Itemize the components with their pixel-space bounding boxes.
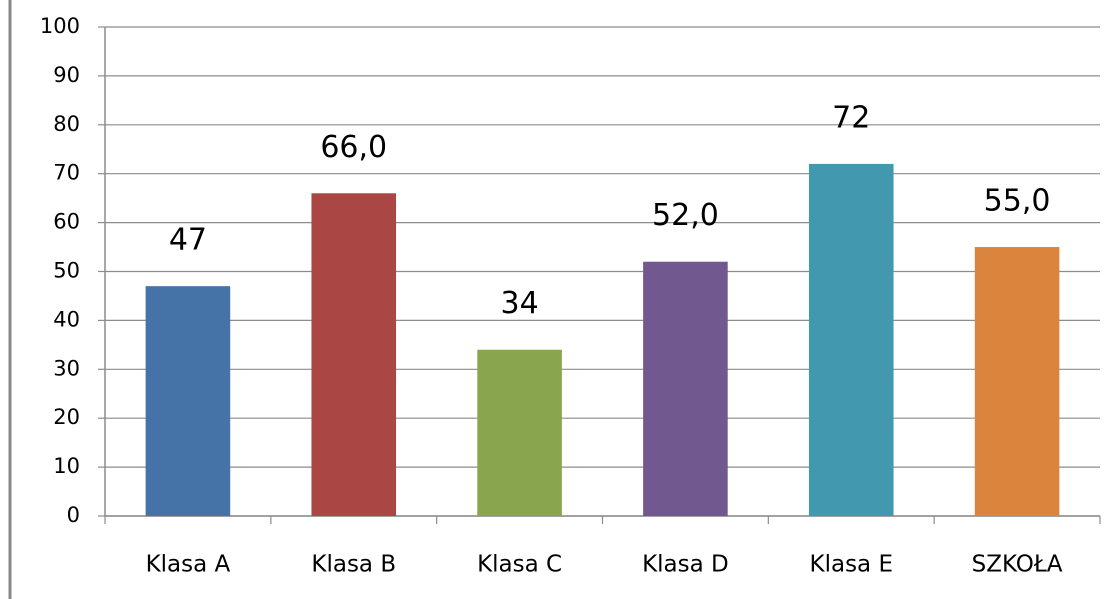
bar: [145, 286, 231, 516]
bar: [311, 193, 397, 516]
y-tick-label: 80: [53, 112, 80, 136]
value-label: 55,0: [984, 184, 1051, 219]
y-tick-label: 100: [40, 14, 80, 38]
bar: [974, 247, 1060, 517]
x-tick-label: Klasa B: [311, 552, 396, 578]
value-label: 34: [500, 286, 538, 321]
y-tick-label: 90: [53, 63, 80, 87]
x-tick-label: SZKOŁA: [972, 552, 1063, 578]
bar: [808, 163, 894, 517]
y-tick-label: 10: [53, 454, 80, 478]
y-tick-label: 50: [53, 259, 80, 283]
y-tick-label: 70: [53, 161, 80, 185]
value-label: 47: [169, 223, 207, 258]
value-label: 66,0: [320, 130, 387, 165]
x-tick-label: Klasa C: [477, 552, 562, 578]
y-tick-label: 0: [67, 503, 80, 527]
x-tick-label: Klasa E: [810, 552, 894, 578]
value-label: 52,0: [652, 198, 719, 233]
y-tick-label: 30: [53, 356, 80, 380]
y-tick-label: 60: [53, 210, 80, 234]
value-label: 72: [832, 100, 870, 135]
y-tick-label: 40: [53, 307, 80, 331]
x-tick-label: Klasa A: [146, 552, 231, 578]
y-tick-label: 20: [53, 405, 80, 429]
x-tick-label: Klasa D: [642, 552, 729, 578]
bar: [643, 261, 728, 516]
bar: [477, 349, 562, 516]
